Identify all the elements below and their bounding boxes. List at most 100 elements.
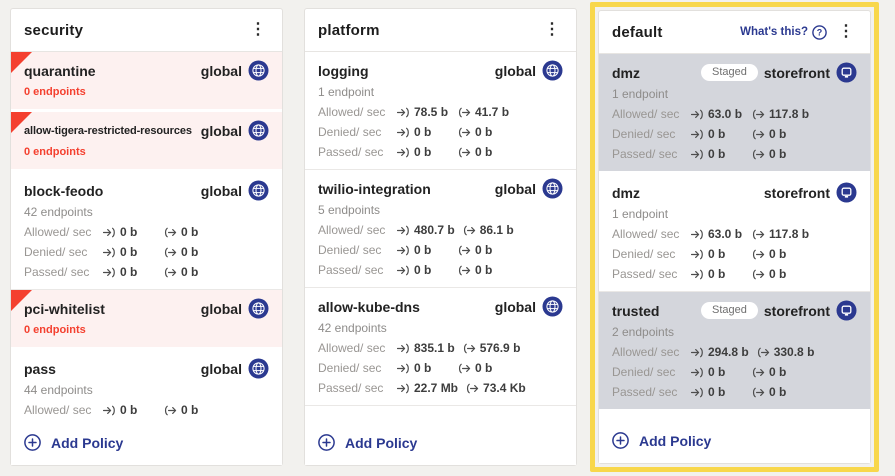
egress-arrow-icon [458,147,471,157]
column-menu-button[interactable]: ⋮ [250,21,266,38]
egress-stat: 0 b [458,361,492,375]
ingress-stat: 0 b [691,247,744,261]
ingress-stat: 0 b [397,145,450,159]
egress-arrow-icon [752,387,765,397]
policy-card[interactable]: allow-kube-dns global 42 endpoints Allow… [305,288,576,406]
policy-scope-label: global [200,122,242,139]
egress-stat: 0 b [752,147,786,161]
ingress-value: 0 b [120,245,138,259]
policy-name: pci-whitelist [24,300,105,317]
plus-circle-icon [318,434,335,451]
ingress-stat: 0 b [397,243,450,257]
policy-card[interactable]: logging global 1 endpoint Allowed/ sec [305,52,576,170]
ingress-arrow-icon [397,245,409,255]
ingress-stat: 0 b [397,263,450,277]
ingress-stat: 0 b [397,361,450,375]
policy-card[interactable]: dmz Staged storefront 1 endpoint Allowed… [599,54,870,174]
add-policy-button[interactable]: Add Policy [599,420,870,463]
policy-card[interactable]: pass global 44 endpoints Allowed/ sec [11,350,282,422]
ingress-stat: 0 b [103,403,156,417]
policy-card-title-row: pass global [24,358,269,379]
ingress-value: 63.0 b [708,107,743,121]
stat-label: Denied/ sec [318,125,382,139]
egress-value: 0 b [769,365,787,379]
policy-name: allow-kube-dns [318,298,420,315]
endpoints-count: 2 endpoints [612,325,675,339]
ingress-value: 0 b [708,267,726,281]
ingress-value: 0 b [120,225,138,239]
add-policy-button[interactable]: Add Policy [305,422,576,465]
stat-label: Allowed/ sec [24,403,92,417]
ingress-stat: 0 b [691,385,744,399]
policy-card-title-row: allow-tigera-restricted-resources global [24,120,269,141]
endpoints-count: 44 endpoints [24,383,93,397]
ingress-arrow-icon [691,149,703,159]
ingress-value: 22.7 Mb [414,381,459,395]
column-title: default [612,23,663,41]
ingress-arrow-icon [103,227,115,237]
policy-card[interactable]: dmz storefront 1 endpoint Allowed/ sec 6… [599,174,870,292]
egress-stat: 0 b [752,385,786,399]
traffic-stat-row: Passed/ sec 0 b 0 b [612,382,857,402]
egress-arrow-icon [458,245,471,255]
policy-scope-label: global [200,182,242,199]
global-scope-icon [542,60,563,81]
stat-label: Denied/ sec [318,243,382,257]
egress-value: 0 b [475,263,493,277]
egress-stat: 117.8 b [752,107,809,121]
policy-card[interactable]: quarantine global 0 endpoints [11,52,282,112]
ingress-stat: 0 b [691,127,744,141]
egress-stat: 0 b [458,243,492,257]
ingress-arrow-icon [397,225,409,235]
egress-arrow-icon [458,265,471,275]
egress-arrow-icon [752,149,765,159]
traffic-stat-row: Allowed/ sec 78.5 b 41.7 b [318,102,563,122]
column-menu-button[interactable]: ⋮ [544,21,560,38]
storefront-scope-icon [836,182,857,203]
policy-card[interactable]: trusted storefront [599,412,870,420]
policy-card[interactable]: trusted Staged storefront 2 endpoints Al… [599,292,870,412]
column-menu-button[interactable]: ⋮ [838,23,854,40]
policy-name: twilio-integration [318,180,431,197]
stat-label: Denied/ sec [24,245,88,259]
egress-stat: 330.8 b [757,345,814,359]
egress-arrow-icon [752,129,765,139]
svg-text:?: ? [817,27,823,37]
ingress-arrow-icon [691,387,703,397]
traffic-stats: Allowed/ sec 63.0 b 117.8 b Denied/ sec [612,104,857,164]
stat-label: Passed/ sec [318,263,384,277]
egress-value: 0 b [475,361,493,375]
egress-value: 0 b [769,267,787,281]
policy-card[interactable]: pci-whitelist global 0 endpoints [11,290,282,350]
policy-card[interactable]: twilio-integration global 5 endpoints Al… [305,170,576,288]
policy-card[interactable]: block-feodo global 42 endpoints Allowed/… [11,172,282,290]
ingress-arrow-icon [397,107,409,117]
ingress-stat: 63.0 b [691,107,744,121]
egress-arrow-icon [752,109,765,119]
whats-this-link[interactable]: What's this? ? [740,24,827,40]
ingress-arrow-icon [103,405,115,415]
stat-label: Passed/ sec [612,147,678,161]
global-scope-icon [248,120,269,141]
policy-card-title-row: dmz Staged storefront [612,62,857,83]
column-header: security ⋮ [11,9,282,52]
egress-value: 0 b [475,145,493,159]
policy-scope-label: global [200,300,242,317]
traffic-stat-row: Allowed/ sec 480.7 b 86.1 b [318,220,563,240]
traffic-stat-row: Allowed/ sec 294.8 b 330.8 b [612,342,857,362]
stat-label: Allowed/ sec [318,341,386,355]
column-header: default What's this? ? ⋮ [599,11,870,54]
policy-scope-label: storefront [763,184,830,201]
policy-scope-label: global [494,298,536,315]
add-policy-button[interactable]: Add Policy [11,422,282,465]
traffic-stats: Allowed/ sec 63.0 b 117.8 b Denied/ sec [612,224,857,284]
egress-value: 0 b [769,127,787,141]
traffic-stat-row: Passed/ sec 0 b 0 b [612,144,857,164]
egress-value: 117.8 b [769,227,810,241]
traffic-stat-row: Denied/ sec 0 b 0 b [318,358,563,378]
policy-name: pass [24,360,56,377]
ingress-value: 480.7 b [414,223,455,237]
policy-card-title-row: allow-kube-dns global [318,296,563,317]
policy-card[interactable]: allow-tigera-restricted-resources global… [11,112,282,172]
stat-label: Allowed/ sec [612,345,680,359]
